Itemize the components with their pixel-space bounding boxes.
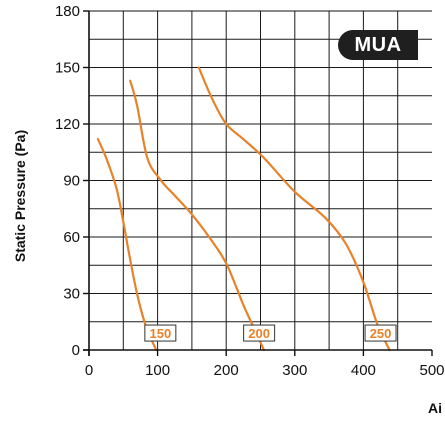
tick-labels: 0 30 60 90 120 150 180 0 100 200 300 400 500 bbox=[55, 3, 445, 379]
series-line-150 bbox=[96, 138, 158, 352]
curve-label-box bbox=[144, 324, 177, 342]
y-tick-label: 60 bbox=[63, 229, 80, 246]
x-tick-label: 400 bbox=[351, 362, 376, 379]
plot-frame bbox=[83, 10, 432, 356]
curve-label-box bbox=[243, 324, 276, 342]
curve-labels: 150 200 250 bbox=[144, 324, 397, 342]
curve-label-box bbox=[364, 324, 397, 342]
y-axis-label-text: Static Pressure (Pa) bbox=[12, 129, 29, 263]
x-axis-label: Ai bbox=[428, 400, 442, 416]
y-tick-label: 120 bbox=[55, 116, 80, 133]
grid bbox=[89, 11, 432, 350]
curve-label-text: 250 bbox=[370, 326, 392, 341]
y-tick-label: 180 bbox=[55, 3, 80, 20]
y-tick-label: 90 bbox=[63, 173, 80, 190]
x-tick-label: 100 bbox=[145, 362, 170, 379]
curve-label-150: 150 bbox=[144, 324, 177, 342]
curve-label-text: 200 bbox=[248, 326, 270, 341]
x-tick-label: 200 bbox=[214, 362, 239, 379]
y-tick-label: 30 bbox=[63, 286, 80, 303]
y-tick-label: 150 bbox=[55, 60, 80, 77]
y-tick-label: 0 bbox=[72, 342, 80, 359]
series-line-200 bbox=[129, 79, 265, 352]
x-tick-label: 500 bbox=[419, 362, 444, 379]
model-badge: MUA bbox=[338, 30, 418, 60]
x-tick-label: 300 bbox=[282, 362, 307, 379]
curve-label-text: 150 bbox=[149, 326, 171, 341]
y-axis-label: Static Pressure (Pa) bbox=[8, 96, 32, 296]
series-line-250 bbox=[197, 66, 391, 352]
curve-label-250: 250 bbox=[364, 324, 397, 342]
curve-label-200: 200 bbox=[243, 324, 276, 342]
x-tick-label: 0 bbox=[85, 362, 93, 379]
